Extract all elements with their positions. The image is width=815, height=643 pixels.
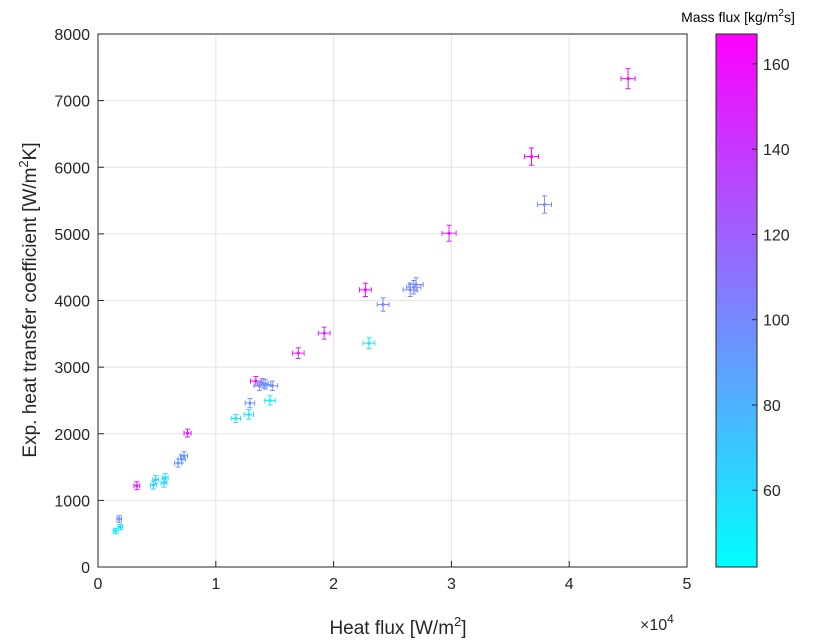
y-tick-label: 5000 — [54, 227, 90, 244]
data-point — [620, 68, 636, 90]
data-point — [259, 379, 272, 390]
data-point — [152, 475, 160, 485]
data-point — [149, 480, 157, 490]
data-marker — [626, 77, 630, 81]
data-marker — [118, 525, 122, 529]
x-tick-label: 4 — [565, 576, 574, 593]
data-point — [116, 515, 123, 523]
x-axis-exponent: ×104 — [640, 612, 674, 634]
data-marker — [408, 288, 412, 292]
data-point — [317, 326, 331, 340]
data-marker — [363, 288, 368, 292]
data-points — [112, 68, 636, 535]
x-tick-label: 3 — [447, 576, 456, 593]
colorbar — [715, 33, 758, 568]
data-point — [536, 195, 553, 214]
y-tick-label: 3000 — [54, 360, 90, 377]
data-marker — [114, 529, 118, 533]
x-tick-label: 5 — [683, 576, 692, 593]
data-point — [359, 282, 372, 298]
data-marker — [117, 517, 121, 521]
y-tick-label: 6000 — [54, 160, 90, 177]
data-point — [376, 297, 390, 312]
colorbar-tick-label: 140 — [763, 142, 790, 159]
data-marker — [270, 384, 274, 388]
y-tick-label: 2000 — [54, 427, 90, 444]
data-marker — [261, 381, 265, 385]
data-point — [161, 473, 169, 483]
y-tick-label: 8000 — [54, 27, 90, 44]
data-marker — [381, 302, 385, 307]
data-marker — [254, 379, 258, 383]
data-marker — [163, 476, 167, 480]
data-marker — [529, 154, 534, 159]
data-marker — [268, 398, 272, 403]
data-marker — [234, 416, 238, 421]
data-marker — [247, 412, 251, 417]
data-marker — [185, 431, 190, 435]
data-point — [179, 451, 189, 461]
x-tick-label: 0 — [94, 576, 103, 593]
data-marker — [151, 483, 155, 487]
data-marker — [542, 202, 547, 207]
y-tick-label: 7000 — [54, 94, 90, 111]
data-marker — [154, 478, 158, 482]
data-point — [291, 347, 305, 359]
y-axis-title: Exp. heat transfer coefficient [W/m2K] — [16, 142, 41, 457]
y-axis-ticks: 0 1000 2000 3000 4000 5000 6000 7000 8000 — [54, 27, 104, 577]
data-marker — [296, 351, 300, 355]
data-point — [523, 147, 540, 166]
data-marker — [447, 231, 451, 235]
data-marker — [176, 461, 180, 465]
x-axis-ticks: 0 1 2 3 4 5 — [94, 561, 692, 593]
data-marker — [322, 331, 326, 335]
colorbar-tick-label: 160 — [763, 57, 790, 74]
data-point — [230, 413, 242, 423]
data-point — [244, 397, 256, 409]
y-tick-label: 1000 — [54, 493, 90, 510]
data-marker — [162, 481, 166, 485]
data-marker — [412, 285, 416, 289]
data-marker — [263, 382, 267, 387]
y-tick-label: 4000 — [54, 294, 90, 311]
data-point — [266, 380, 279, 391]
colorbar-ticks: 60 80 100 120 140 160 — [752, 57, 790, 500]
data-point — [441, 224, 457, 242]
data-point — [183, 428, 192, 438]
data-point — [408, 277, 424, 292]
y-tick-label: 0 — [81, 560, 90, 577]
data-marker — [135, 484, 139, 488]
colorbar-tick-label: 60 — [763, 483, 781, 500]
data-point — [133, 481, 141, 491]
colorbar-tick-label: 80 — [763, 398, 781, 415]
data-point — [402, 282, 418, 298]
data-point — [362, 337, 376, 349]
data-point — [243, 409, 254, 420]
colorbar-tick-label: 100 — [763, 313, 790, 330]
x-tick-label: 2 — [329, 576, 338, 593]
data-marker — [248, 401, 252, 405]
x-tick-label: 1 — [211, 576, 220, 593]
colorbar-tick-label: 120 — [763, 227, 790, 244]
data-marker — [182, 454, 186, 458]
colorbar-title: Mass flux [kg/m2s] — [681, 8, 795, 25]
x-axis-title: Heat flux [W/m2] — [329, 614, 466, 639]
data-marker — [367, 341, 371, 345]
data-point — [264, 395, 276, 406]
data-point — [117, 523, 124, 531]
data-marker — [414, 282, 418, 287]
